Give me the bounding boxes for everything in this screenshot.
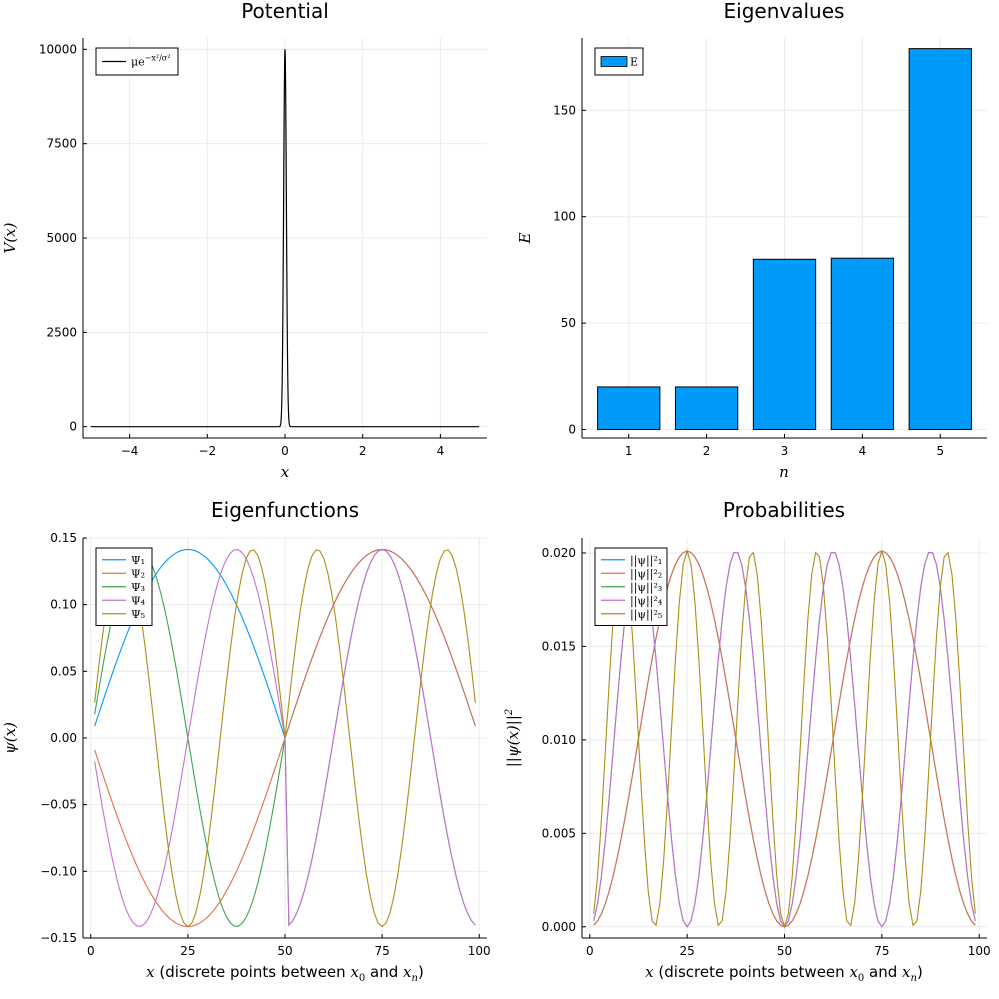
eigenvalues-legend-label: E <box>630 56 638 69</box>
eigenvalues-ytick-label: 100 <box>553 210 576 224</box>
probabilities-xlabel: x (discrete points between x0 and xn) <box>645 963 923 984</box>
potential-ytick-label: 2500 <box>46 325 77 339</box>
eigenfunctions-ytick-label: −0.15 <box>40 931 77 945</box>
eigenvalue-bar <box>674 386 739 430</box>
eigenfunctions-ytick-label: 0.05 <box>50 664 77 678</box>
potential-xtick-label: 0 <box>281 444 289 458</box>
potential-xtick-label: 2 <box>359 444 367 458</box>
eigenfunctions-legend-label: Ψ₅ <box>131 608 145 621</box>
eigenfunctions-xtick-label: 0 <box>87 944 95 958</box>
probabilities-xtick-label: 75 <box>874 944 889 958</box>
eigenvalues-xtick-label: 4 <box>859 444 867 458</box>
probabilities-ytick-label: 0.010 <box>542 733 576 747</box>
eigenvalues-xlabel: n <box>779 463 789 481</box>
eigenfunctions-legend-label: Ψ₁ <box>131 554 145 567</box>
probabilities-xtick-label: 50 <box>777 944 792 958</box>
eigenfunctions-title: Eigenfunctions <box>211 498 359 522</box>
probabilities-panel: 0 25 50 75 100 0.000 0.005 0.010 0.015 0.020 ||ψ||… <box>542 538 991 958</box>
potential-ytick-label: 0 <box>69 420 77 434</box>
eigenvalues-ytick-label: 150 <box>553 103 576 117</box>
probabilities-xtick-label: 100 <box>968 944 991 958</box>
eigenfunctions-xlabel: x (discrete points between x0 and xn) <box>146 963 424 984</box>
potential-xtick-label: −2 <box>198 444 216 458</box>
probabilities-xtick-label: 0 <box>586 944 594 958</box>
eigenfunctions-ytick-label: −0.05 <box>40 798 77 812</box>
eigenvalues-xtick-label: 1 <box>625 444 633 458</box>
eigenvalue-bar <box>597 386 661 430</box>
eigenfunctions-ytick-label: −0.10 <box>40 864 77 878</box>
probabilities-legend-label: ||ψ||²₁ <box>630 554 662 568</box>
eigenfunctions-xtick-label: 50 <box>277 944 292 958</box>
eigenfunctions-xtick-label: 100 <box>468 944 491 958</box>
probabilities-legend-label: ||ψ||²₃ <box>630 581 662 595</box>
eigenfunctions-xtick-label: 75 <box>374 944 389 958</box>
eigenfunctions-xtick-label: 25 <box>180 944 195 958</box>
probability-line-5 <box>593 549 976 929</box>
potential-ytick-label: 5000 <box>46 231 77 245</box>
probabilities-title: Probabilities <box>723 498 845 522</box>
potential-panel: −4 −2 0 2 4 0 2500 5000 7500 10000 μe−x²/σ² <box>39 38 487 458</box>
eigenfunctions-ylabel: ψ(x) <box>1 722 19 754</box>
eigenfunctions-ytick-label: 0.10 <box>50 598 77 612</box>
eigenvalues-xtick-label: 2 <box>703 444 711 458</box>
potential-xtick-label: 4 <box>437 444 445 458</box>
potential-legend-label: μe−x²/σ² <box>131 54 170 69</box>
eigenfunctions-ytick-label: 0.15 <box>50 531 77 545</box>
eigenvalues-ytick-label: 50 <box>561 316 576 330</box>
potential-ytick-label: 7500 <box>46 137 77 151</box>
probabilities-ytick-label: 0.015 <box>542 639 576 653</box>
potential-ylabel: V(x) <box>1 222 19 253</box>
eigenvalues-ytick-label: 0 <box>568 422 576 436</box>
probabilities-legend-label: ||ψ||²₂ <box>630 567 662 581</box>
probabilities-legend-label: ||ψ||²₅ <box>630 608 662 622</box>
eigenfunctions-legend-label: Ψ₄ <box>131 594 146 607</box>
probabilities-ytick-label: 0.020 <box>542 546 576 560</box>
eigenvalues-xtick-label: 3 <box>781 444 789 458</box>
potential-xlabel: x <box>281 463 290 481</box>
eigenvalues-title: Eigenvalues <box>724 0 845 23</box>
eigenfunctions-legend-label: Ψ₃ <box>131 581 145 594</box>
potential-series-line <box>90 49 480 428</box>
probabilities-legend-label: ||ψ||²₄ <box>630 594 663 608</box>
probabilities-ytick-label: 0.000 <box>542 920 576 934</box>
eigenfunction-line-5 <box>94 549 476 928</box>
potential-title: Potential <box>241 0 329 23</box>
eigenvalue-bar <box>830 257 895 430</box>
eigenfunctions-legend-label: Ψ₂ <box>131 567 145 580</box>
probabilities-ylabel: ||ψ(x)||2 <box>504 709 522 768</box>
eigenvalue-bar <box>908 48 972 430</box>
eigenvalue-bar <box>752 258 817 430</box>
eigenvalues-legend-swatch <box>600 56 628 67</box>
eigenvalues-ylabel: E <box>516 232 534 244</box>
eigenfunctions-panel: 0 25 50 75 100 −0.15 −0.10 −0.05 0.00 0.05 0.10 0.1… <box>40 531 490 958</box>
probabilities-ytick-label: 0.005 <box>542 826 576 840</box>
probabilities-xtick-label: 25 <box>680 944 695 958</box>
potential-ytick-label: 10000 <box>39 42 77 56</box>
eigenvalues-xtick-label: 5 <box>936 444 944 458</box>
potential-xtick-label: −4 <box>121 444 139 458</box>
eigenfunctions-ytick-label: 0.00 <box>50 731 77 745</box>
